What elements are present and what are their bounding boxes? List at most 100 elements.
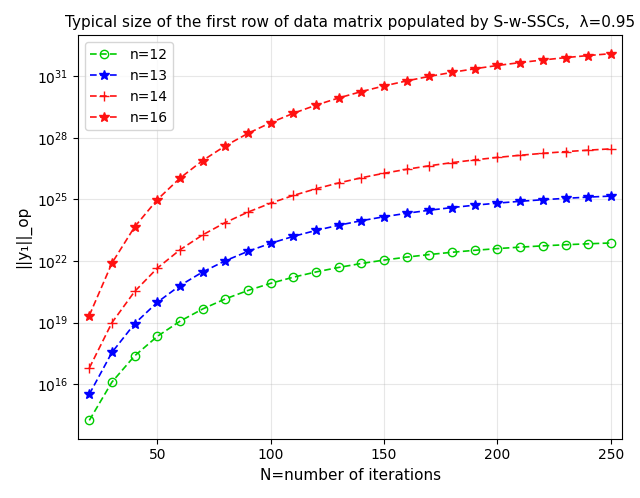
- n=13: [358, 218, 365, 224]
- n=12: [86, 417, 93, 423]
- n=16: [471, 66, 479, 72]
- n=14: [607, 146, 614, 152]
- n=12: [380, 257, 388, 263]
- n=16: [607, 51, 614, 57]
- n=16: [154, 197, 161, 203]
- n=14: [516, 152, 524, 158]
- n=14: [539, 150, 547, 156]
- n=16: [244, 130, 252, 136]
- n=13: [131, 321, 138, 327]
- n=14: [335, 180, 342, 186]
- Line: n=12: n=12: [85, 239, 615, 425]
- n=16: [358, 89, 365, 95]
- n=14: [380, 170, 388, 176]
- n=16: [584, 53, 592, 59]
- n=16: [267, 120, 275, 125]
- n=12: [108, 379, 116, 385]
- n=12: [584, 241, 592, 247]
- n=16: [199, 157, 207, 163]
- n=14: [426, 163, 433, 169]
- n=12: [562, 242, 570, 248]
- n=14: [108, 320, 116, 326]
- Y-axis label: ||y₁||_op: ||y₁||_op: [15, 206, 31, 268]
- n=13: [108, 350, 116, 356]
- n=13: [154, 299, 161, 305]
- n=14: [131, 288, 138, 294]
- n=12: [131, 353, 138, 359]
- Line: n=13: n=13: [84, 191, 616, 399]
- n=16: [221, 143, 229, 149]
- n=14: [448, 160, 456, 166]
- n=13: [221, 258, 229, 264]
- n=14: [358, 175, 365, 181]
- n=13: [426, 207, 433, 213]
- n=16: [176, 175, 184, 181]
- Legend: n=12, n=13, n=14, n=16: n=12, n=13, n=14, n=16: [85, 42, 173, 130]
- n=13: [86, 391, 93, 397]
- n=16: [131, 224, 138, 230]
- X-axis label: N=number of iterations: N=number of iterations: [259, 468, 441, 483]
- n=14: [289, 192, 297, 198]
- n=16: [380, 83, 388, 89]
- n=13: [244, 249, 252, 254]
- n=14: [584, 147, 592, 153]
- n=16: [289, 111, 297, 117]
- n=13: [471, 202, 479, 208]
- n=13: [539, 197, 547, 203]
- n=13: [289, 234, 297, 240]
- n=13: [176, 282, 184, 288]
- n=13: [493, 200, 501, 206]
- n=12: [426, 251, 433, 257]
- n=16: [335, 95, 342, 101]
- n=14: [267, 200, 275, 206]
- n=14: [562, 149, 570, 155]
- n=14: [493, 154, 501, 160]
- n=14: [221, 220, 229, 226]
- n=12: [448, 249, 456, 255]
- n=12: [471, 248, 479, 253]
- n=14: [244, 209, 252, 215]
- n=16: [108, 260, 116, 266]
- n=13: [380, 214, 388, 220]
- n=16: [312, 102, 320, 108]
- n=12: [358, 260, 365, 266]
- n=14: [312, 186, 320, 192]
- n=13: [199, 269, 207, 275]
- n=13: [267, 240, 275, 246]
- Title: Typical size of the first row of data matrix populated by S-w-SSCs,  λ=0.95: Typical size of the first row of data ma…: [65, 15, 635, 30]
- n=13: [448, 205, 456, 211]
- n=16: [403, 78, 411, 84]
- n=14: [471, 157, 479, 163]
- n=12: [493, 246, 501, 251]
- Line: n=14: n=14: [84, 144, 616, 373]
- n=16: [86, 313, 93, 319]
- n=14: [403, 166, 411, 172]
- n=12: [221, 296, 229, 302]
- n=13: [562, 195, 570, 201]
- n=16: [426, 73, 433, 79]
- n=12: [403, 254, 411, 260]
- n=13: [312, 228, 320, 234]
- n=14: [176, 247, 184, 253]
- n=12: [607, 240, 614, 246]
- n=12: [199, 306, 207, 312]
- n=13: [516, 198, 524, 204]
- n=16: [539, 57, 547, 63]
- n=16: [562, 55, 570, 61]
- n=13: [335, 222, 342, 228]
- n=12: [539, 243, 547, 249]
- n=13: [607, 193, 614, 199]
- n=12: [335, 264, 342, 270]
- n=16: [493, 62, 501, 68]
- n=14: [199, 232, 207, 238]
- n=12: [244, 287, 252, 293]
- n=12: [516, 244, 524, 250]
- n=12: [267, 280, 275, 286]
- n=12: [154, 333, 161, 339]
- n=13: [403, 210, 411, 216]
- n=14: [86, 365, 93, 371]
- Line: n=16: n=16: [84, 49, 616, 320]
- n=12: [312, 269, 320, 275]
- n=12: [176, 318, 184, 324]
- n=16: [448, 69, 456, 75]
